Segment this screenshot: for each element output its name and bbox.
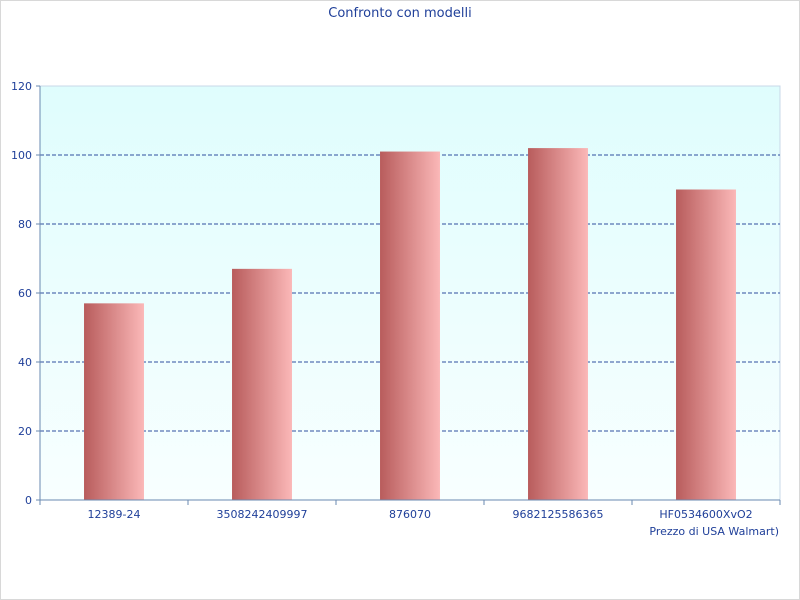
y-tick-label: 20 [18,425,32,438]
x-tick-label: HF0534600XvO2 [659,508,752,521]
bar-4 [528,148,588,500]
x-tick-label: 3508242409997 [217,508,308,521]
y-tick-label: 120 [11,80,32,93]
y-tick-label: 60 [18,287,32,300]
bar-5 [676,189,736,500]
bar-3 [380,151,440,501]
y-tick-label: 40 [18,356,32,369]
x-tick-label: 876070 [389,508,431,521]
bar-2 [232,268,292,500]
bar-1 [84,303,144,500]
y-tick-label: 100 [11,149,32,162]
y-tick-label: 0 [25,494,32,507]
x-axis-label: Prezzo di USA Walmart) [649,525,779,538]
chart-title: Confronto con modelli [328,6,471,21]
x-tick-label: 9682125586365 [513,508,604,521]
y-tick-label: 80 [18,218,32,231]
x-tick-label: 12389-24 [88,508,141,521]
